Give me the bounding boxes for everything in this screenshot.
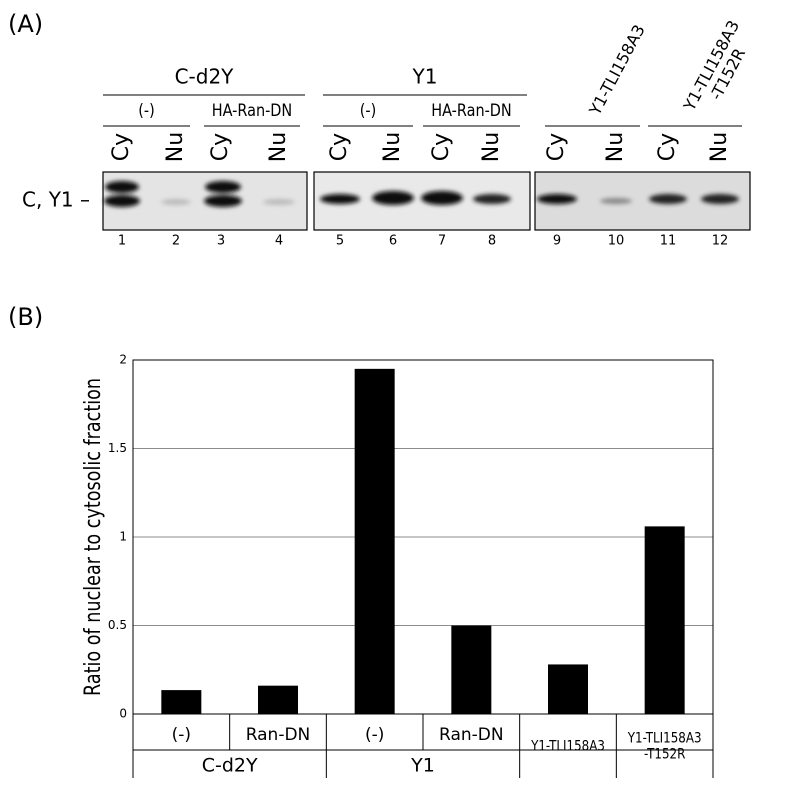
lane-number: 1 (118, 234, 126, 249)
lane-number: 9 (553, 234, 561, 249)
x-tick-label: Y1-TLI158A3 -T152R (627, 730, 702, 762)
group-label: C-d2Y (175, 65, 235, 89)
x-tick-label: Y1-TLI158A3 (530, 738, 605, 754)
row-label: C, Y1 – (22, 188, 90, 212)
bar (161, 690, 202, 714)
y-tick-label: 0.5 (108, 618, 127, 632)
lane-number: 6 (389, 234, 397, 249)
lane-number: 4 (275, 234, 283, 249)
lane-label: Nu (479, 132, 504, 162)
subgroup-label: HA-Ran-DN (212, 100, 292, 120)
panel-label: (B) (8, 303, 43, 331)
x-tick-label: Ran-DN (246, 725, 311, 745)
x-tick-label: Ran-DN (439, 725, 504, 745)
group-label: Y1 (410, 755, 435, 777)
x-tick-label: (-) (172, 725, 191, 745)
lane-label: Nu (603, 132, 628, 162)
panel-label: (A) (8, 10, 43, 38)
lane-number: 10 (608, 234, 625, 249)
lane-label: Cy (655, 133, 680, 161)
subgroup-label: Y1-TLI158A3-T152R (679, 17, 759, 123)
lane-number: 8 (488, 234, 496, 249)
bar (548, 664, 588, 714)
lane-label: Nu (163, 132, 188, 162)
x-tick-label: (-) (365, 725, 384, 745)
lane-label: Cy (208, 133, 233, 161)
lane-label: Cy (429, 133, 454, 161)
lane-label: Cy (327, 133, 352, 161)
lane-label: Nu (266, 132, 291, 162)
lane-number: 2 (172, 234, 180, 249)
subgroup-label: (-) (360, 100, 376, 120)
lane-number: 3 (217, 234, 225, 249)
subgroup-label: Y1-TLI158A3 (584, 21, 648, 119)
subgroup-label: HA-Ran-DN (431, 100, 511, 120)
lane-number: 11 (660, 234, 677, 249)
group-label: C-d2Y (202, 755, 258, 777)
group-label: Y1 (412, 65, 438, 89)
lane-label: Nu (707, 132, 732, 162)
subgroup-label: (-) (138, 100, 154, 120)
lane-number: 5 (336, 234, 344, 249)
lane-number: 7 (438, 234, 446, 249)
lane-label: Cy (544, 133, 569, 161)
y-tick-label: 2 (119, 353, 127, 367)
y-tick-label: 1.5 (108, 441, 127, 455)
bar (644, 526, 685, 714)
lane-label: Nu (380, 132, 405, 162)
lane-number: 12 (712, 234, 729, 249)
bands (104, 181, 739, 207)
bar (451, 625, 492, 714)
y-axis-label: Ratio of nuclear to cytosolic fraction (80, 378, 105, 696)
bar (258, 685, 298, 714)
y-tick-label: 1 (119, 530, 127, 544)
bar (354, 368, 395, 714)
lane-label: Cy (109, 133, 134, 161)
y-tick-label: 0 (119, 707, 127, 721)
